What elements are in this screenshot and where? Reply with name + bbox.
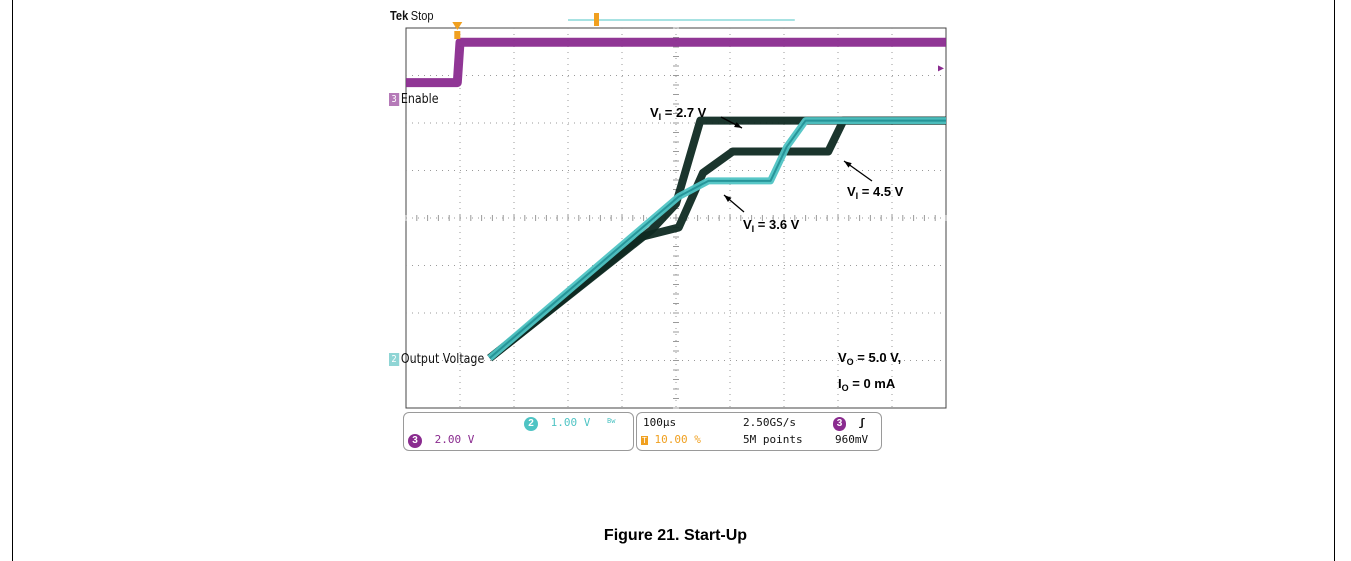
vo-row: VO = 5.0 V, <box>838 347 901 373</box>
rising-edge-icon: ʃ <box>858 416 866 429</box>
channel-2-label: 2 Output Voltage <box>389 352 484 367</box>
channel-3-label: 3 Enable <box>389 92 439 107</box>
ch3-setting: 3 2.00 V <box>408 433 474 448</box>
enable-label: Enable <box>400 92 439 107</box>
traces <box>406 37 946 362</box>
page-frame <box>12 0 1335 561</box>
trigger-level: 960mV <box>835 433 869 446</box>
trace-unlabeled <box>487 116 946 362</box>
ann-sub: I <box>658 112 662 122</box>
oscilloscope-screen <box>384 8 949 458</box>
output-voltage-label: Output Voltage <box>400 352 485 367</box>
ann-sub: I <box>751 224 755 234</box>
ch2-scale: 1.00 V <box>550 416 591 429</box>
ann-text: V <box>847 184 856 199</box>
ann-value: = 4.5 V <box>858 184 904 199</box>
figure-caption: Figure 21. Start-Up <box>603 527 748 544</box>
ann-text: I <box>838 376 842 391</box>
trigger-position: T 10.00 % <box>641 433 701 446</box>
trigger-channel-badge: 3 <box>833 417 846 431</box>
trigger-position-icon: T <box>641 436 648 445</box>
annotation-vi-2-7: VI = 2.7 V <box>650 105 706 122</box>
ann-sub: I <box>855 191 859 201</box>
ann-text: V <box>838 350 847 365</box>
ch2-setting: 2 1.00 V Bw <box>524 416 615 431</box>
record-trigger-marker <box>594 13 599 26</box>
ann-text: V <box>650 105 659 120</box>
annotation-vi-3-6: VI = 3.6 V <box>743 217 799 234</box>
ann-sub: O <box>846 357 854 367</box>
arrow-vi-4-5-head <box>844 161 852 168</box>
ch2-badge: 2 <box>524 417 538 431</box>
arrow-vi-3-6-head <box>724 195 732 202</box>
ann-text: V <box>743 217 752 232</box>
ann-value: = 5.0 V, <box>853 350 902 365</box>
trace-output-voltage-core <box>489 119 946 359</box>
trace-output-voltage <box>487 117 946 361</box>
ch3-scale: 2.00 V <box>434 433 475 446</box>
ann-value: = 0 mA <box>848 376 896 391</box>
graticule <box>405 27 947 409</box>
io-row: IO = 0 mA <box>838 373 901 399</box>
timebase: 100µs <box>643 416 677 429</box>
trace-unlabeled <box>487 116 946 362</box>
vertical-settings-panel: 2 1.00 V Bw 3 2.00 V <box>403 412 634 451</box>
trigger-position-value: 10.00 % <box>654 433 701 446</box>
scope-plot <box>405 13 947 409</box>
arrow-vi-2-7-head <box>734 122 742 128</box>
scope-brand: Tek Stop <box>390 8 434 23</box>
annotation-operating-conditions: VO = 5.0 V, IO = 0 mA <box>838 347 901 399</box>
brand-label: Tek <box>390 8 409 23</box>
ch3-badge: 3 <box>408 434 422 448</box>
sample-rate: 2.50GS/s <box>743 416 796 429</box>
bandwidth-limit-icon: Bw <box>607 417 616 425</box>
trigger-position-marker <box>452 22 463 30</box>
acquisition-state: Stop <box>410 8 434 23</box>
channel-2-badge: 2 <box>389 353 400 366</box>
trigger-level-marker <box>938 65 944 72</box>
annotation-vi-4-5: VI = 4.5 V <box>847 184 903 201</box>
channel-3-badge: 3 <box>389 93 400 106</box>
ann-value: = 2.7 V <box>661 105 707 120</box>
record-length: 5M points <box>743 433 803 446</box>
ann-value: = 3.6 V <box>754 217 800 232</box>
markers <box>452 13 944 213</box>
trigger-source: 3 ʃ <box>833 416 865 431</box>
ann-sub: O <box>841 383 849 393</box>
trigger-position-box <box>454 31 461 39</box>
horizontal-trigger-panel: 100µs T 10.00 % 2.50GS/s 5M points 3 ʃ 9… <box>636 412 882 451</box>
trace-enable <box>406 37 946 88</box>
